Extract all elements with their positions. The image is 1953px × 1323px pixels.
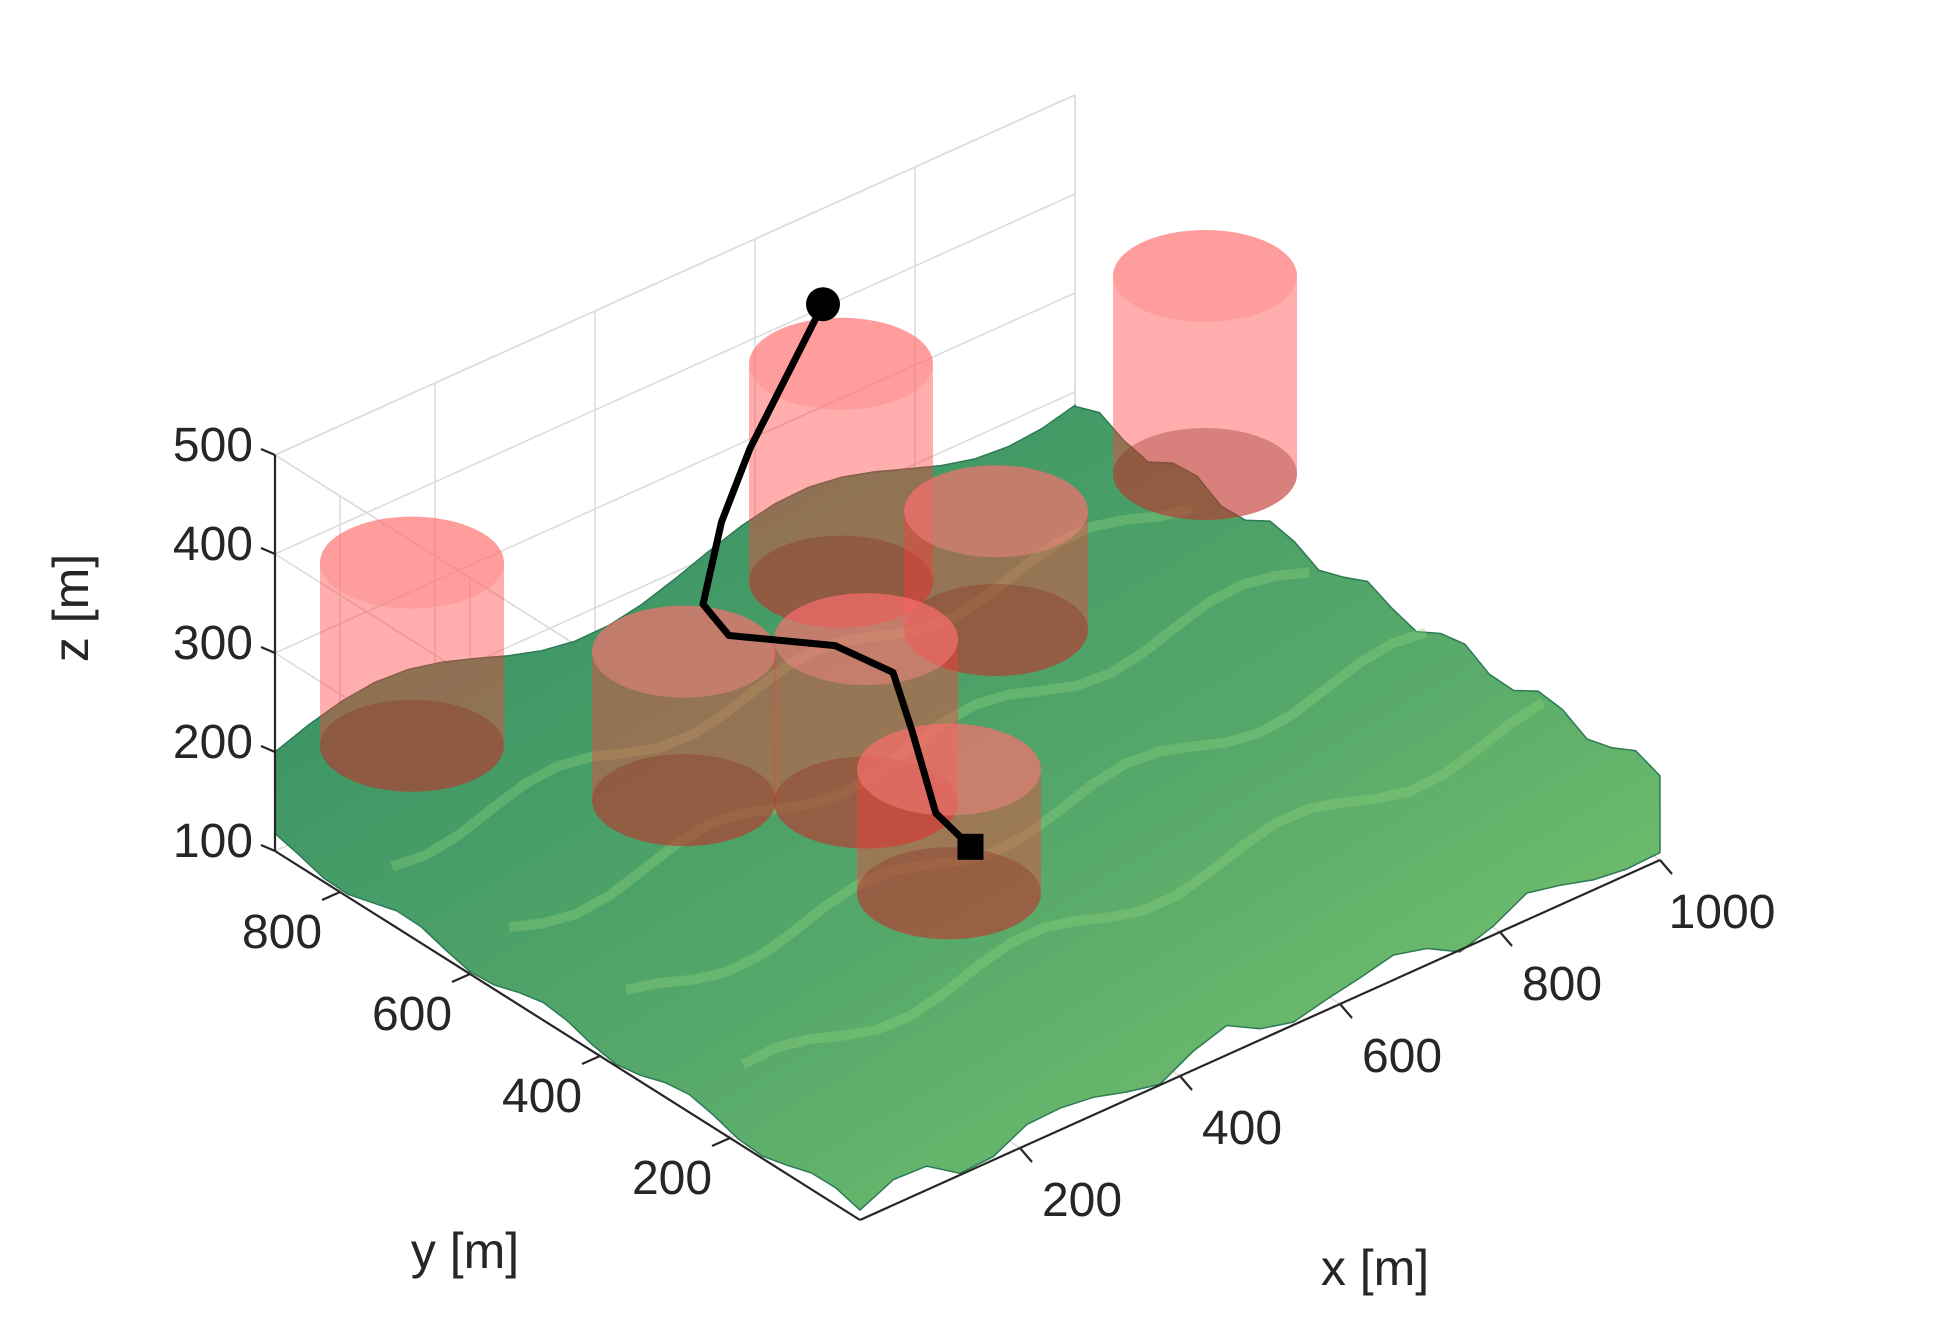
cylinder-body	[592, 605, 777, 847]
z-tick	[260, 645, 276, 655]
cylinder-base	[592, 754, 776, 847]
cylinder-top	[320, 516, 504, 609]
cylinder-top	[1113, 230, 1297, 322]
cylinder-body	[774, 593, 959, 849]
x-tick-label: 600	[1362, 1030, 1442, 1083]
obstacle-cylinder	[320, 516, 504, 792]
obstacle-cylinder	[1113, 230, 1297, 520]
cylinder-body	[749, 317, 934, 628]
path-end-marker	[957, 833, 984, 860]
obstacle-cylinder	[749, 317, 934, 628]
obstacle-cylinders	[320, 230, 1297, 940]
terrain-surface	[274, 403, 1661, 1212]
x-tick-label: 200	[1042, 1174, 1122, 1227]
x-axis-label: x [m]	[1321, 1240, 1429, 1296]
z-tick-label: 400	[173, 518, 253, 571]
x-tick	[1499, 931, 1513, 947]
cylinder-base	[904, 584, 1088, 676]
y-tick-label: 200	[632, 1152, 712, 1205]
y-tick	[581, 1054, 601, 1066]
terrain-ridge	[390, 504, 1194, 872]
cylinder-top	[904, 465, 1088, 558]
z-tick	[260, 546, 276, 556]
y-tick-label: 600	[372, 988, 452, 1041]
x-tick	[1179, 1075, 1193, 1091]
terrain-ridge	[625, 627, 1428, 995]
y-tick	[711, 1136, 731, 1148]
x-tick	[1019, 1147, 1033, 1163]
axis-line	[859, 858, 1661, 1222]
z-tick	[260, 744, 276, 754]
cylinder-body	[320, 516, 504, 792]
y-tick	[451, 972, 471, 984]
cylinder-top	[749, 317, 933, 410]
grid-line	[274, 94, 1076, 456]
x-tick	[1659, 859, 1673, 875]
cylinder-top	[592, 605, 776, 698]
z-tick-label: 300	[173, 617, 253, 670]
y-tick-label: 400	[502, 1070, 582, 1123]
y-tick-label: 800	[242, 906, 322, 959]
cylinder-base	[774, 756, 958, 849]
z-tick-label: 500	[173, 419, 253, 472]
z-tick-label: 200	[173, 716, 253, 769]
cylinder-top	[857, 723, 1041, 816]
obstacle-cylinder	[774, 593, 959, 849]
obstacle-cylinder	[904, 465, 1088, 676]
axes-box: 200 400 600 800 1000 200 400 600 800 100 200 300 400…	[173, 419, 1775, 1227]
obstacle-cylinder	[592, 605, 777, 847]
x-tick-label: 1000	[1669, 886, 1776, 939]
cylinder-base	[857, 847, 1041, 940]
x-tick	[1339, 1003, 1353, 1019]
terrain-ridge	[508, 567, 1310, 933]
cylinder-body	[857, 723, 1041, 940]
cylinder-top	[774, 593, 958, 686]
x-tick-label: 800	[1522, 958, 1602, 1011]
cylinder-body	[1113, 230, 1297, 520]
path-start-marker	[806, 287, 840, 322]
obstacle-cylinder	[857, 723, 1041, 940]
z-axis-label: z [m]	[43, 554, 99, 662]
terrain-ridge	[740, 698, 1546, 1069]
x-tick-label: 400	[1202, 1102, 1282, 1155]
y-tick	[321, 890, 341, 902]
y-axis-label: y [m]	[411, 1223, 519, 1279]
cylinder-body	[904, 465, 1088, 676]
z-tick-label: 100	[173, 815, 253, 868]
terrain-surface-patch	[274, 403, 1661, 1212]
path-line	[699, 300, 974, 851]
cylinder-base	[1113, 428, 1297, 520]
cylinder-base	[320, 699, 504, 792]
cylinder-base	[749, 535, 933, 628]
z-tick	[260, 447, 276, 457]
flight-path	[699, 287, 984, 860]
z-tick	[260, 843, 276, 853]
axis-line	[274, 850, 861, 1221]
